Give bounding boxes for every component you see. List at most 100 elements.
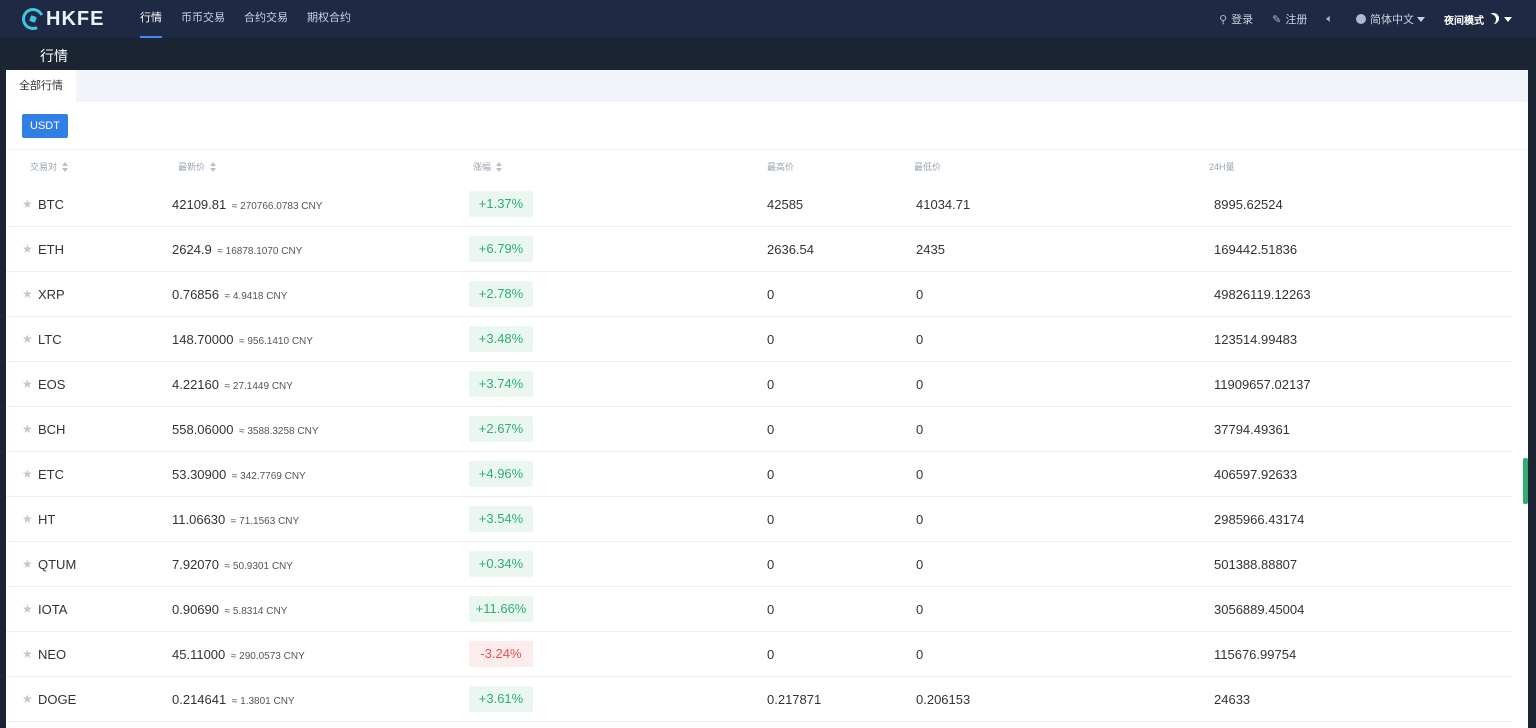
low-price: 0.206153 xyxy=(916,692,971,707)
favorite-star-icon[interactable]: ★ xyxy=(22,647,33,661)
low-price: 0 xyxy=(916,377,924,392)
low-price: 0 xyxy=(916,602,924,617)
quote-filter-usdt[interactable]: USDT xyxy=(22,114,68,138)
header-pair[interactable]: 交易对 xyxy=(30,160,69,173)
favorite-star-icon[interactable]: ★ xyxy=(22,467,33,481)
latest-price: 148.70000 ≈ 956.1410 CNY xyxy=(172,317,313,362)
pair-symbol: XRP xyxy=(38,287,65,302)
pair-symbol: BCH xyxy=(38,422,66,437)
nav-link-spot-trading[interactable]: 币币交易 xyxy=(181,12,225,24)
favorite-star-icon[interactable]: ★ xyxy=(22,332,33,346)
low-price: 0 xyxy=(916,332,924,347)
nav-right-group: ⚲ 登录 ✎ 注册 🔈︎ 简体中文 夜间模式 xyxy=(1200,0,1512,38)
high-price: 0 xyxy=(767,647,775,662)
change-badge: +3.61% xyxy=(469,686,533,712)
nav-link-markets[interactable]: 行情 xyxy=(140,0,162,38)
latest-price: 0.214641 ≈ 1.3801 CNY xyxy=(172,677,295,722)
favorite-star-icon[interactable]: ★ xyxy=(22,377,33,391)
cny-equivalent: ≈ 71.1563 CNY xyxy=(230,516,300,527)
favorite-star-icon[interactable]: ★ xyxy=(22,602,33,616)
table-row[interactable]: ★ LTC 148.70000 ≈ 956.1410 CNY +3.48% 0 0 1235… xyxy=(6,317,1512,362)
volume-24h: 169442.51836 xyxy=(1214,242,1298,257)
brand-logo[interactable]: HKFE xyxy=(18,4,122,34)
table-row[interactable]: ★ XRP 0.76856 ≈ 4.9418 CNY +2.78% 0 0 49826119… xyxy=(6,272,1512,317)
table-row[interactable]: ★ IOTA 0.90690 ≈ 5.8314 CNY +11.66% 0 0 305688… xyxy=(6,587,1512,632)
price-value: 558.06000 xyxy=(172,422,234,437)
table-row[interactable]: ★ HT 11.06630 ≈ 71.1563 CNY +3.54% 0 0 2985966… xyxy=(6,497,1512,542)
nav-link-options[interactable]: 期权合约 xyxy=(307,12,351,24)
change-badge: +11.66% xyxy=(469,596,533,622)
change-badge: +2.78% xyxy=(469,281,533,307)
cny-equivalent: ≈ 270766.0783 CNY xyxy=(231,201,323,212)
pair-symbol: DOGE xyxy=(38,692,77,707)
header-volume: 24H量 xyxy=(1209,160,1235,173)
high-price: 2636.54 xyxy=(767,242,814,257)
high-price: 0 xyxy=(767,422,775,437)
high-price: 0 xyxy=(767,557,775,572)
price-value: 53.30900 xyxy=(172,467,227,482)
header-low-label: 最低价 xyxy=(914,162,942,172)
low-price: 2435 xyxy=(916,242,945,257)
favorite-star-icon[interactable]: ★ xyxy=(22,512,33,526)
header-high: 最高价 xyxy=(767,160,794,173)
logo-icon xyxy=(18,4,48,34)
change-badge: +2.67% xyxy=(469,416,533,442)
table-row[interactable]: ★ ETC 53.30900 ≈ 342.7769 CNY +4.96% 0 0 40659… xyxy=(6,452,1512,497)
low-price: 0 xyxy=(916,422,924,437)
high-price: 0.217871 xyxy=(767,692,822,707)
table-row[interactable]: ★ BCH 558.06000 ≈ 3588.3258 CNY +2.67% 0 0 377… xyxy=(6,407,1512,452)
latest-price: 11.06630 ≈ 71.1563 CNY xyxy=(172,497,299,542)
price-value: 4.22160 xyxy=(172,377,219,392)
header-change[interactable]: 涨幅 xyxy=(473,160,503,173)
moon-icon xyxy=(1485,14,1496,25)
latest-price: 2624.9 ≈ 16878.1070 CNY xyxy=(172,227,302,272)
top-navigation: HKFE 行情 币币交易 合约交易 期权合约 ⚲ 登录 ✎ 注册 🔈︎ 简体中文… xyxy=(0,0,1536,38)
price-value: 45.11000 xyxy=(172,647,226,662)
pair-symbol: ETH xyxy=(38,242,64,257)
volume-24h: 37794.49361 xyxy=(1214,422,1290,437)
favorite-star-icon[interactable]: ★ xyxy=(22,557,33,571)
favorite-star-icon[interactable]: ★ xyxy=(22,197,33,211)
chevron-down-icon xyxy=(1504,16,1512,22)
pair-symbol: NEO xyxy=(38,647,67,662)
pair-symbol: IOTA xyxy=(38,602,68,617)
high-price: 0 xyxy=(767,377,775,392)
user-icon: ⚲ xyxy=(1219,13,1228,26)
header-high-label: 最高价 xyxy=(767,162,795,172)
login-link[interactable]: ⚲ 登录 xyxy=(1219,11,1253,27)
table-row[interactable]: ★ ETH 2624.9 ≈ 16878.1070 CNY +6.79% 2636.54… xyxy=(6,227,1512,272)
cny-equivalent: ≈ 3588.3258 CNY xyxy=(239,426,319,437)
price-value: 0.90690 xyxy=(172,602,219,617)
scrollbar-thumb[interactable] xyxy=(1523,458,1528,504)
header-latest-price[interactable]: 最新价 xyxy=(178,160,217,173)
language-label: 简体中文 xyxy=(1370,14,1414,26)
table-row[interactable]: ★ BTC 42109.81 ≈ 270766.0783 CNY +1.37% 4258… xyxy=(6,182,1512,227)
favorite-star-icon[interactable]: ★ xyxy=(22,242,33,256)
cny-equivalent: ≈ 5.8314 CNY xyxy=(224,606,288,617)
table-row[interactable]: ★ NEO 45.11000 ≈ 290.0573 CNY -3.24% 0 0 11567… xyxy=(6,632,1512,677)
favorite-star-icon[interactable]: ★ xyxy=(22,692,33,706)
favorite-star-icon[interactable]: ★ xyxy=(22,287,33,301)
header-pair-label: 交易对 xyxy=(30,162,58,172)
high-price: 0 xyxy=(767,512,775,527)
latest-price: 45.11000 ≈ 290.0573 CNY xyxy=(172,632,305,677)
main-nav: 行情 币币交易 合约交易 期权合约 xyxy=(140,0,370,38)
volume-24h: 11909657.02137 xyxy=(1214,377,1311,392)
cny-equivalent: ≈ 27.1449 CNY xyxy=(224,381,293,392)
register-link[interactable]: ✎ 注册 xyxy=(1272,11,1307,27)
table-row[interactable]: ★ DOGE 0.214641 ≈ 1.3801 CNY +3.61% 0.217871… xyxy=(6,677,1512,722)
nav-link-contract-trading[interactable]: 合约交易 xyxy=(244,12,288,24)
favorite-star-icon[interactable]: ★ xyxy=(22,422,33,436)
change-badge: +3.54% xyxy=(469,506,533,532)
table-row[interactable]: ★ EOS 4.22160 ≈ 27.1449 CNY +3.74% 0 0 1190965… xyxy=(6,362,1512,407)
volume-24h: 115676.99754 xyxy=(1214,647,1297,662)
language-select[interactable]: 简体中文 xyxy=(1356,11,1425,27)
tab-all-markets[interactable]: 全部行情 xyxy=(6,70,76,102)
pair-symbol: HT xyxy=(38,512,56,527)
register-label: 注册 xyxy=(1285,14,1308,26)
price-value: 42109.81 xyxy=(172,197,227,212)
change-badge: +6.79% xyxy=(469,236,533,262)
night-mode-select[interactable]: 夜间模式 xyxy=(1444,12,1512,27)
sound-toggle[interactable]: 🔈︎ xyxy=(1326,13,1337,26)
table-row[interactable]: ★ QTUM 7.92070 ≈ 50.9301 CNY +0.34% 0 0 501388… xyxy=(6,542,1512,587)
